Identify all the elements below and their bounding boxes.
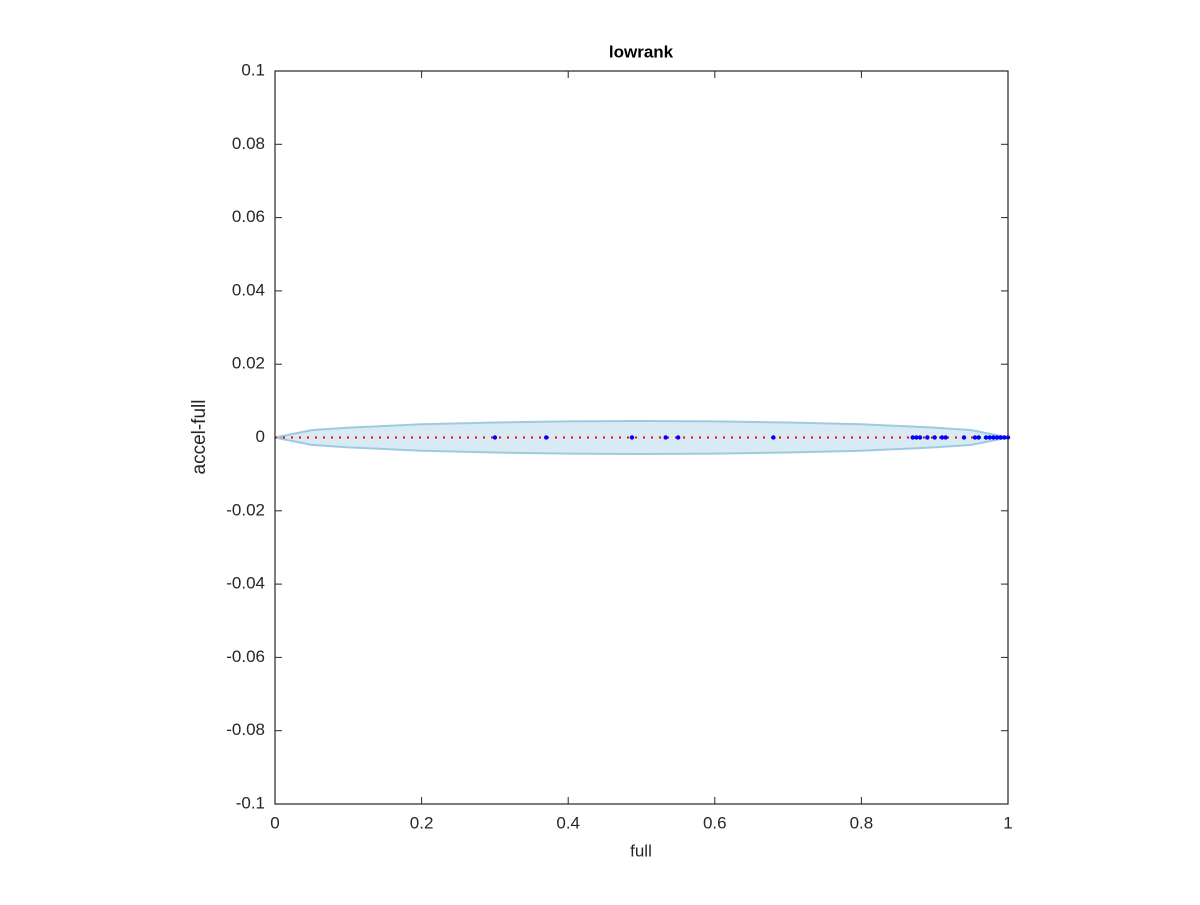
point [994,435,1000,440]
y-tick-label: -0.1 [236,793,265,812]
point [998,435,1003,440]
point [976,435,981,440]
point [675,435,681,440]
band-lower [275,437,1008,454]
point [972,435,978,440]
point [663,435,668,440]
x-tick-label: 0.2 [410,813,434,832]
point [987,435,992,440]
y-tick-label: 0.06 [232,207,265,226]
point [629,435,635,440]
band-edge-upper [274,420,1009,439]
y-tick-label: 0.04 [232,280,265,299]
point [939,435,945,440]
chart-title: lowrank [609,42,674,61]
y-tick-label: -0.02 [226,500,265,519]
x-axis-label: full [630,841,652,860]
point [914,435,919,440]
point [932,435,937,440]
x-tick-label: 0.4 [556,813,580,832]
band-edge-lower [274,436,1009,455]
y-tick-label: 0 [256,427,265,446]
point [771,435,776,440]
y-tick-label: -0.06 [226,647,265,666]
x-tick-label: 0 [270,813,279,832]
point [943,435,948,440]
band-upper [275,421,1008,438]
point [961,435,967,440]
point [492,435,498,440]
x-tick-label: 0.8 [850,813,874,832]
y-tick-label: 0.1 [241,60,265,79]
y-tick-label: 0.08 [232,134,265,153]
point [991,435,996,440]
point [1002,435,1007,440]
point [983,435,989,440]
y-tick-label: -0.08 [226,720,265,739]
point [917,435,923,440]
x-tick-label: 0.6 [703,813,727,832]
y-tick-label: 0.02 [232,354,265,373]
y-tick-label: -0.04 [226,574,265,593]
point [544,435,549,440]
point [925,435,930,440]
axes-box [274,70,1009,805]
point [910,435,915,440]
x-tick-label: 1 [1003,813,1012,832]
y-axis-label: accel-full [189,400,210,475]
